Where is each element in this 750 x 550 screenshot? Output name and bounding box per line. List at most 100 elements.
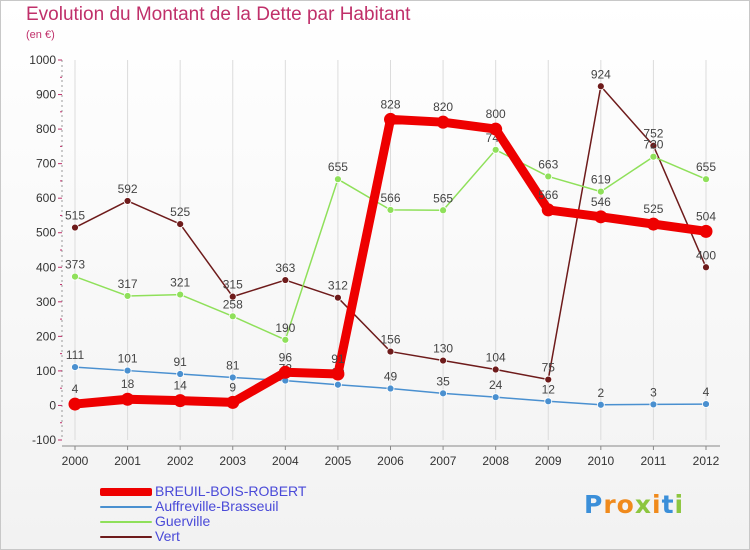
data-point-guerville [544, 172, 553, 181]
y-tick-label: 900 [36, 88, 56, 102]
data-label-breuil-bois-robert: 9 [229, 380, 236, 394]
data-label-vert: 525 [170, 205, 190, 219]
data-point-guerville [71, 272, 79, 281]
data-point-guerville [123, 292, 132, 300]
legend-label: Vert [155, 528, 180, 544]
data-label-auffreville-brasseuil: 49 [384, 370, 398, 384]
y-tick-label: 700 [36, 157, 56, 171]
data-label-breuil-bois-robert: 4 [72, 382, 79, 396]
x-tick-label: 2012 [693, 454, 720, 468]
data-point-breuil-bois-robert [68, 397, 82, 411]
data-label-guerville: 317 [118, 277, 138, 291]
data-point-vert [71, 223, 79, 232]
data-label-vert: 75 [542, 361, 556, 375]
data-point-vert [439, 356, 447, 365]
data-label-vert: 515 [65, 209, 85, 223]
data-point-guerville [596, 187, 605, 196]
y-tick-label: 100 [36, 364, 56, 378]
data-point-auffreville-brasseuil [228, 373, 237, 382]
data-label-breuil-bois-robert: 525 [643, 202, 663, 216]
brand-letter: i [674, 490, 685, 519]
data-point-breuil-bois-robert [121, 392, 135, 406]
data-point-breuil-bois-robert [173, 394, 187, 408]
y-tick-label: 0 [49, 398, 56, 412]
y-tick-label: 300 [36, 295, 56, 309]
data-point-breuil-bois-robert [226, 395, 240, 409]
data-point-vert [228, 292, 237, 301]
x-tick-label: 2007 [430, 454, 457, 468]
data-point-auffreville-brasseuil [702, 400, 710, 408]
data-label-breuil-bois-robert: 546 [591, 195, 611, 209]
x-tick-label: 2001 [114, 454, 141, 468]
y-tick-label: 800 [36, 122, 56, 136]
data-label-auffreville-brasseuil: 4 [703, 385, 710, 399]
data-label-vert: 312 [328, 279, 348, 293]
data-point-vert [596, 82, 605, 91]
data-point-guerville [228, 312, 237, 321]
data-label-vert: 752 [643, 127, 663, 141]
data-point-auffreville-brasseuil [123, 366, 132, 375]
data-label-vert: 156 [380, 333, 400, 347]
data-label-vert: 104 [486, 351, 506, 365]
data-label-guerville: 619 [591, 173, 611, 187]
x-tick-label: 2009 [535, 454, 562, 468]
brand-logo: Proxiti [584, 490, 684, 519]
data-label-vert: 363 [275, 261, 295, 275]
data-label-auffreville-brasseuil: 35 [436, 374, 450, 388]
x-tick-label: 2002 [167, 454, 194, 468]
data-point-auffreville-brasseuil [491, 393, 500, 402]
y-tick-label: -100 [32, 433, 56, 447]
data-point-breuil-bois-robert [594, 210, 608, 224]
data-point-vert [386, 347, 395, 356]
data-label-auffreville-brasseuil: 2 [597, 386, 604, 400]
data-label-auffreville-brasseuil: 12 [542, 382, 556, 396]
data-point-auffreville-brasseuil [176, 370, 185, 378]
data-point-auffreville-brasseuil [596, 400, 605, 409]
legend-swatch [100, 488, 152, 496]
x-tick-label: 2000 [62, 454, 89, 468]
data-label-guerville: 190 [275, 321, 295, 335]
data-point-auffreville-brasseuil [544, 397, 553, 406]
data-point-vert [649, 141, 658, 150]
data-point-breuil-bois-robert [541, 203, 555, 217]
brand-letter: i [652, 490, 662, 519]
data-point-vert [334, 293, 342, 302]
data-label-breuil-bois-robert: 91 [331, 352, 345, 366]
data-point-guerville [649, 152, 658, 161]
data-point-breuil-bois-robert [699, 224, 713, 238]
y-tick-label: 500 [36, 226, 56, 240]
data-label-breuil-bois-robert: 14 [173, 379, 187, 393]
data-point-auffreville-brasseuil [71, 363, 79, 372]
data-label-guerville: 655 [696, 160, 716, 174]
data-label-vert: 400 [696, 248, 716, 262]
chart-title: Evolution du Montant de la Dette par Hab… [26, 4, 411, 25]
y-tick-label: 200 [36, 329, 56, 343]
data-label-vert: 592 [118, 182, 138, 196]
brand-letter: r [603, 490, 617, 519]
data-label-vert: 315 [223, 278, 243, 292]
data-point-guerville [491, 145, 500, 154]
data-label-guerville: 321 [170, 276, 190, 290]
data-point-guerville [281, 335, 290, 344]
x-tick-label: 2006 [377, 454, 404, 468]
x-tick-label: 2008 [482, 454, 509, 468]
data-point-guerville [386, 206, 395, 214]
data-label-guerville: 566 [380, 191, 400, 205]
data-label-breuil-bois-robert: 820 [433, 100, 453, 114]
data-point-vert [544, 375, 553, 384]
data-point-guerville [439, 206, 447, 215]
data-label-vert: 130 [433, 342, 453, 356]
x-tick-label: 2010 [587, 454, 614, 468]
data-label-guerville: 373 [65, 258, 85, 272]
data-point-vert [123, 197, 132, 205]
data-point-breuil-bois-robert [489, 122, 503, 136]
data-point-breuil-bois-robert [646, 217, 660, 231]
data-label-breuil-bois-robert: 504 [696, 209, 716, 223]
x-tick-label: 2003 [219, 454, 246, 468]
data-label-guerville: 565 [433, 191, 453, 205]
data-point-auffreville-brasseuil [334, 380, 342, 389]
x-tick-label: 2005 [325, 454, 352, 468]
data-label-vert: 924 [591, 67, 611, 81]
